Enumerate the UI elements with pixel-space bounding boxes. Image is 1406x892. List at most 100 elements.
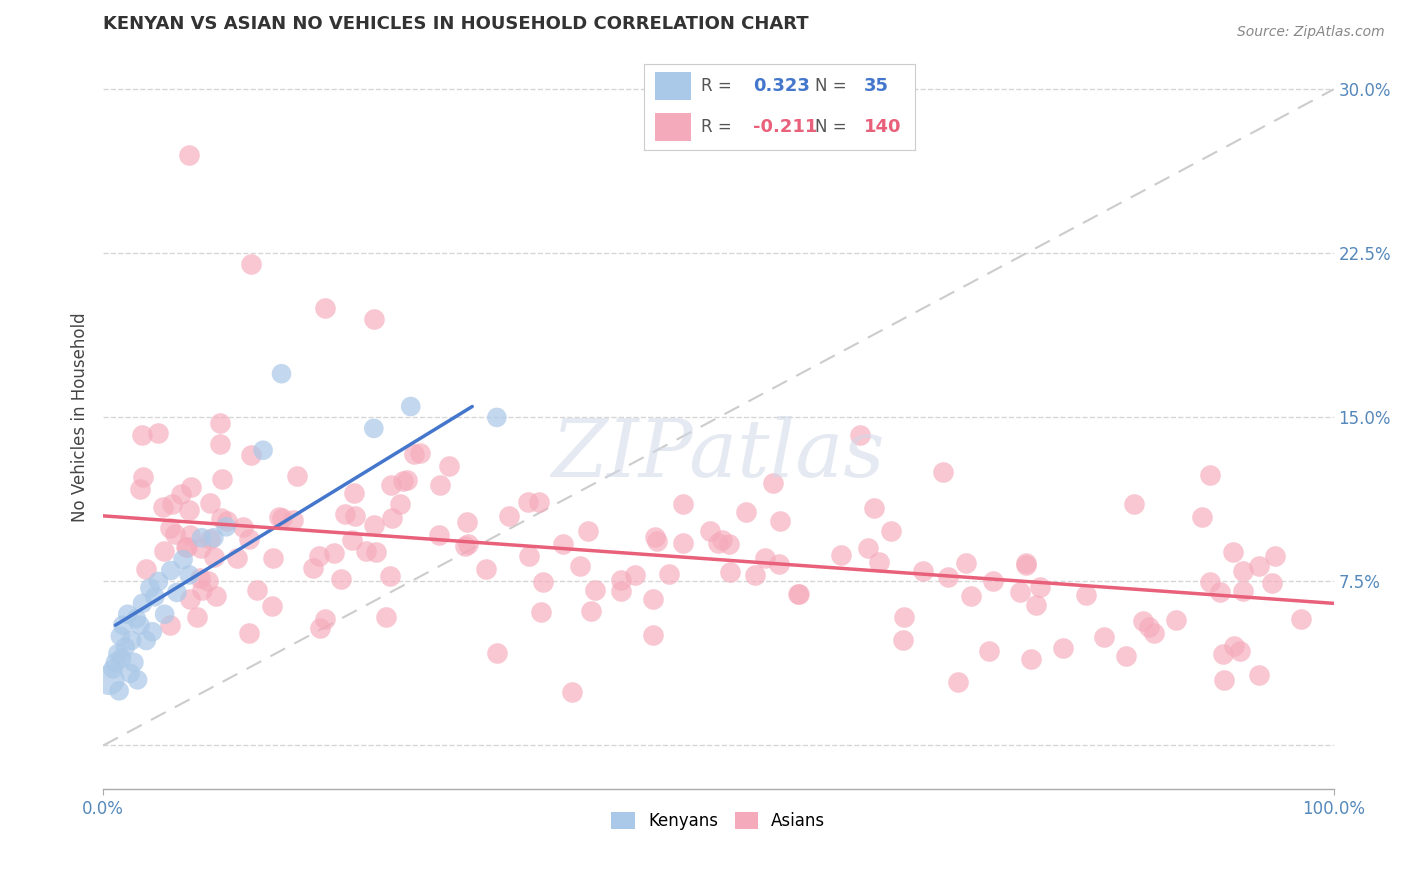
Point [485, 410, 508, 425]
Point [863, 501, 886, 516]
Point [198, 496, 221, 510]
Point [343, 486, 366, 500]
Point [270, 367, 292, 381]
Point [569, 559, 592, 574]
Point [166, 585, 188, 599]
Point [786, 586, 808, 600]
Point [188, 571, 211, 585]
Point [856, 541, 879, 555]
Point [114, 640, 136, 654]
Point [1025, 598, 1047, 612]
Point [1019, 652, 1042, 666]
Point [309, 621, 332, 635]
Point [239, 257, 262, 271]
Point [159, 521, 181, 535]
Point [1132, 614, 1154, 628]
Point [202, 549, 225, 564]
Point [402, 447, 425, 461]
Point [1015, 556, 1038, 570]
Point [179, 502, 201, 516]
Point [101, 662, 124, 676]
Point [139, 581, 162, 595]
Point [132, 469, 155, 483]
Point [238, 532, 260, 546]
Point [1209, 584, 1232, 599]
Point [1052, 640, 1074, 655]
Point [454, 539, 477, 553]
Point [122, 656, 145, 670]
Legend: Kenyans, Asians: Kenyans, Asians [605, 805, 832, 837]
Point [186, 610, 208, 624]
Point [252, 443, 274, 458]
Point [911, 564, 934, 578]
Point [576, 524, 599, 538]
Point [787, 587, 810, 601]
Point [768, 557, 790, 571]
Point [176, 540, 198, 554]
Point [174, 540, 197, 554]
Text: Source: ZipAtlas.com: Source: ZipAtlas.com [1237, 25, 1385, 39]
Point [1015, 558, 1038, 572]
Point [1249, 559, 1271, 574]
Text: ZIPatlas: ZIPatlas [551, 416, 884, 493]
Point [624, 568, 647, 582]
Point [98, 673, 121, 687]
Point [364, 545, 387, 559]
Point [1261, 576, 1284, 591]
Point [179, 148, 201, 162]
Point [375, 609, 398, 624]
Point [129, 618, 152, 632]
Point [527, 495, 550, 509]
Point [208, 416, 231, 430]
Point [1123, 498, 1146, 512]
Point [111, 618, 134, 632]
Point [517, 494, 540, 508]
Point [163, 526, 186, 541]
Point [363, 518, 385, 533]
Point [1212, 647, 1234, 661]
Point [197, 574, 219, 589]
Point [363, 312, 385, 326]
Point [761, 475, 783, 490]
Point [238, 626, 260, 640]
Point [125, 612, 148, 626]
Point [1142, 626, 1164, 640]
Point [143, 590, 166, 604]
Point [1232, 564, 1254, 578]
Point [456, 515, 478, 529]
Point [135, 561, 157, 575]
Point [672, 536, 695, 550]
Point [1137, 620, 1160, 634]
Point [1229, 644, 1251, 658]
Point [215, 520, 238, 534]
Point [131, 596, 153, 610]
Point [1199, 467, 1222, 482]
Point [179, 592, 201, 607]
Point [301, 561, 323, 575]
Point [172, 552, 194, 566]
Point [159, 618, 181, 632]
Point [1232, 584, 1254, 599]
Point [399, 400, 422, 414]
Point [389, 497, 412, 511]
Point [395, 473, 418, 487]
Point [148, 426, 170, 441]
Point [117, 607, 139, 622]
Point [381, 511, 404, 525]
Point [141, 624, 163, 639]
Point [153, 607, 176, 622]
Point [308, 549, 330, 564]
Point [718, 537, 741, 551]
Point [437, 459, 460, 474]
Point [645, 534, 668, 549]
Point [170, 487, 193, 501]
Point [699, 524, 721, 538]
Point [735, 504, 758, 518]
Point [946, 674, 969, 689]
Point [880, 524, 903, 538]
Point [270, 510, 292, 524]
Point [1029, 580, 1052, 594]
Point [107, 647, 129, 661]
Point [260, 599, 283, 613]
Point [344, 509, 367, 524]
